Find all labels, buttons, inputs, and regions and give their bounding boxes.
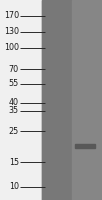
Text: 15: 15 [9,158,19,167]
Text: 55: 55 [9,79,19,88]
Text: 70: 70 [9,65,19,74]
Text: 170: 170 [4,11,19,20]
Text: 100: 100 [4,43,19,52]
Bar [42,0,72,200]
Text: 130: 130 [4,27,19,36]
Text: 10: 10 [9,182,19,191]
Text: 25: 25 [9,127,19,136]
Text: 40: 40 [9,98,19,107]
Bar [42,0,102,200]
Bar [72,0,102,200]
Text: 35: 35 [9,106,19,115]
Bar [75,144,95,148]
